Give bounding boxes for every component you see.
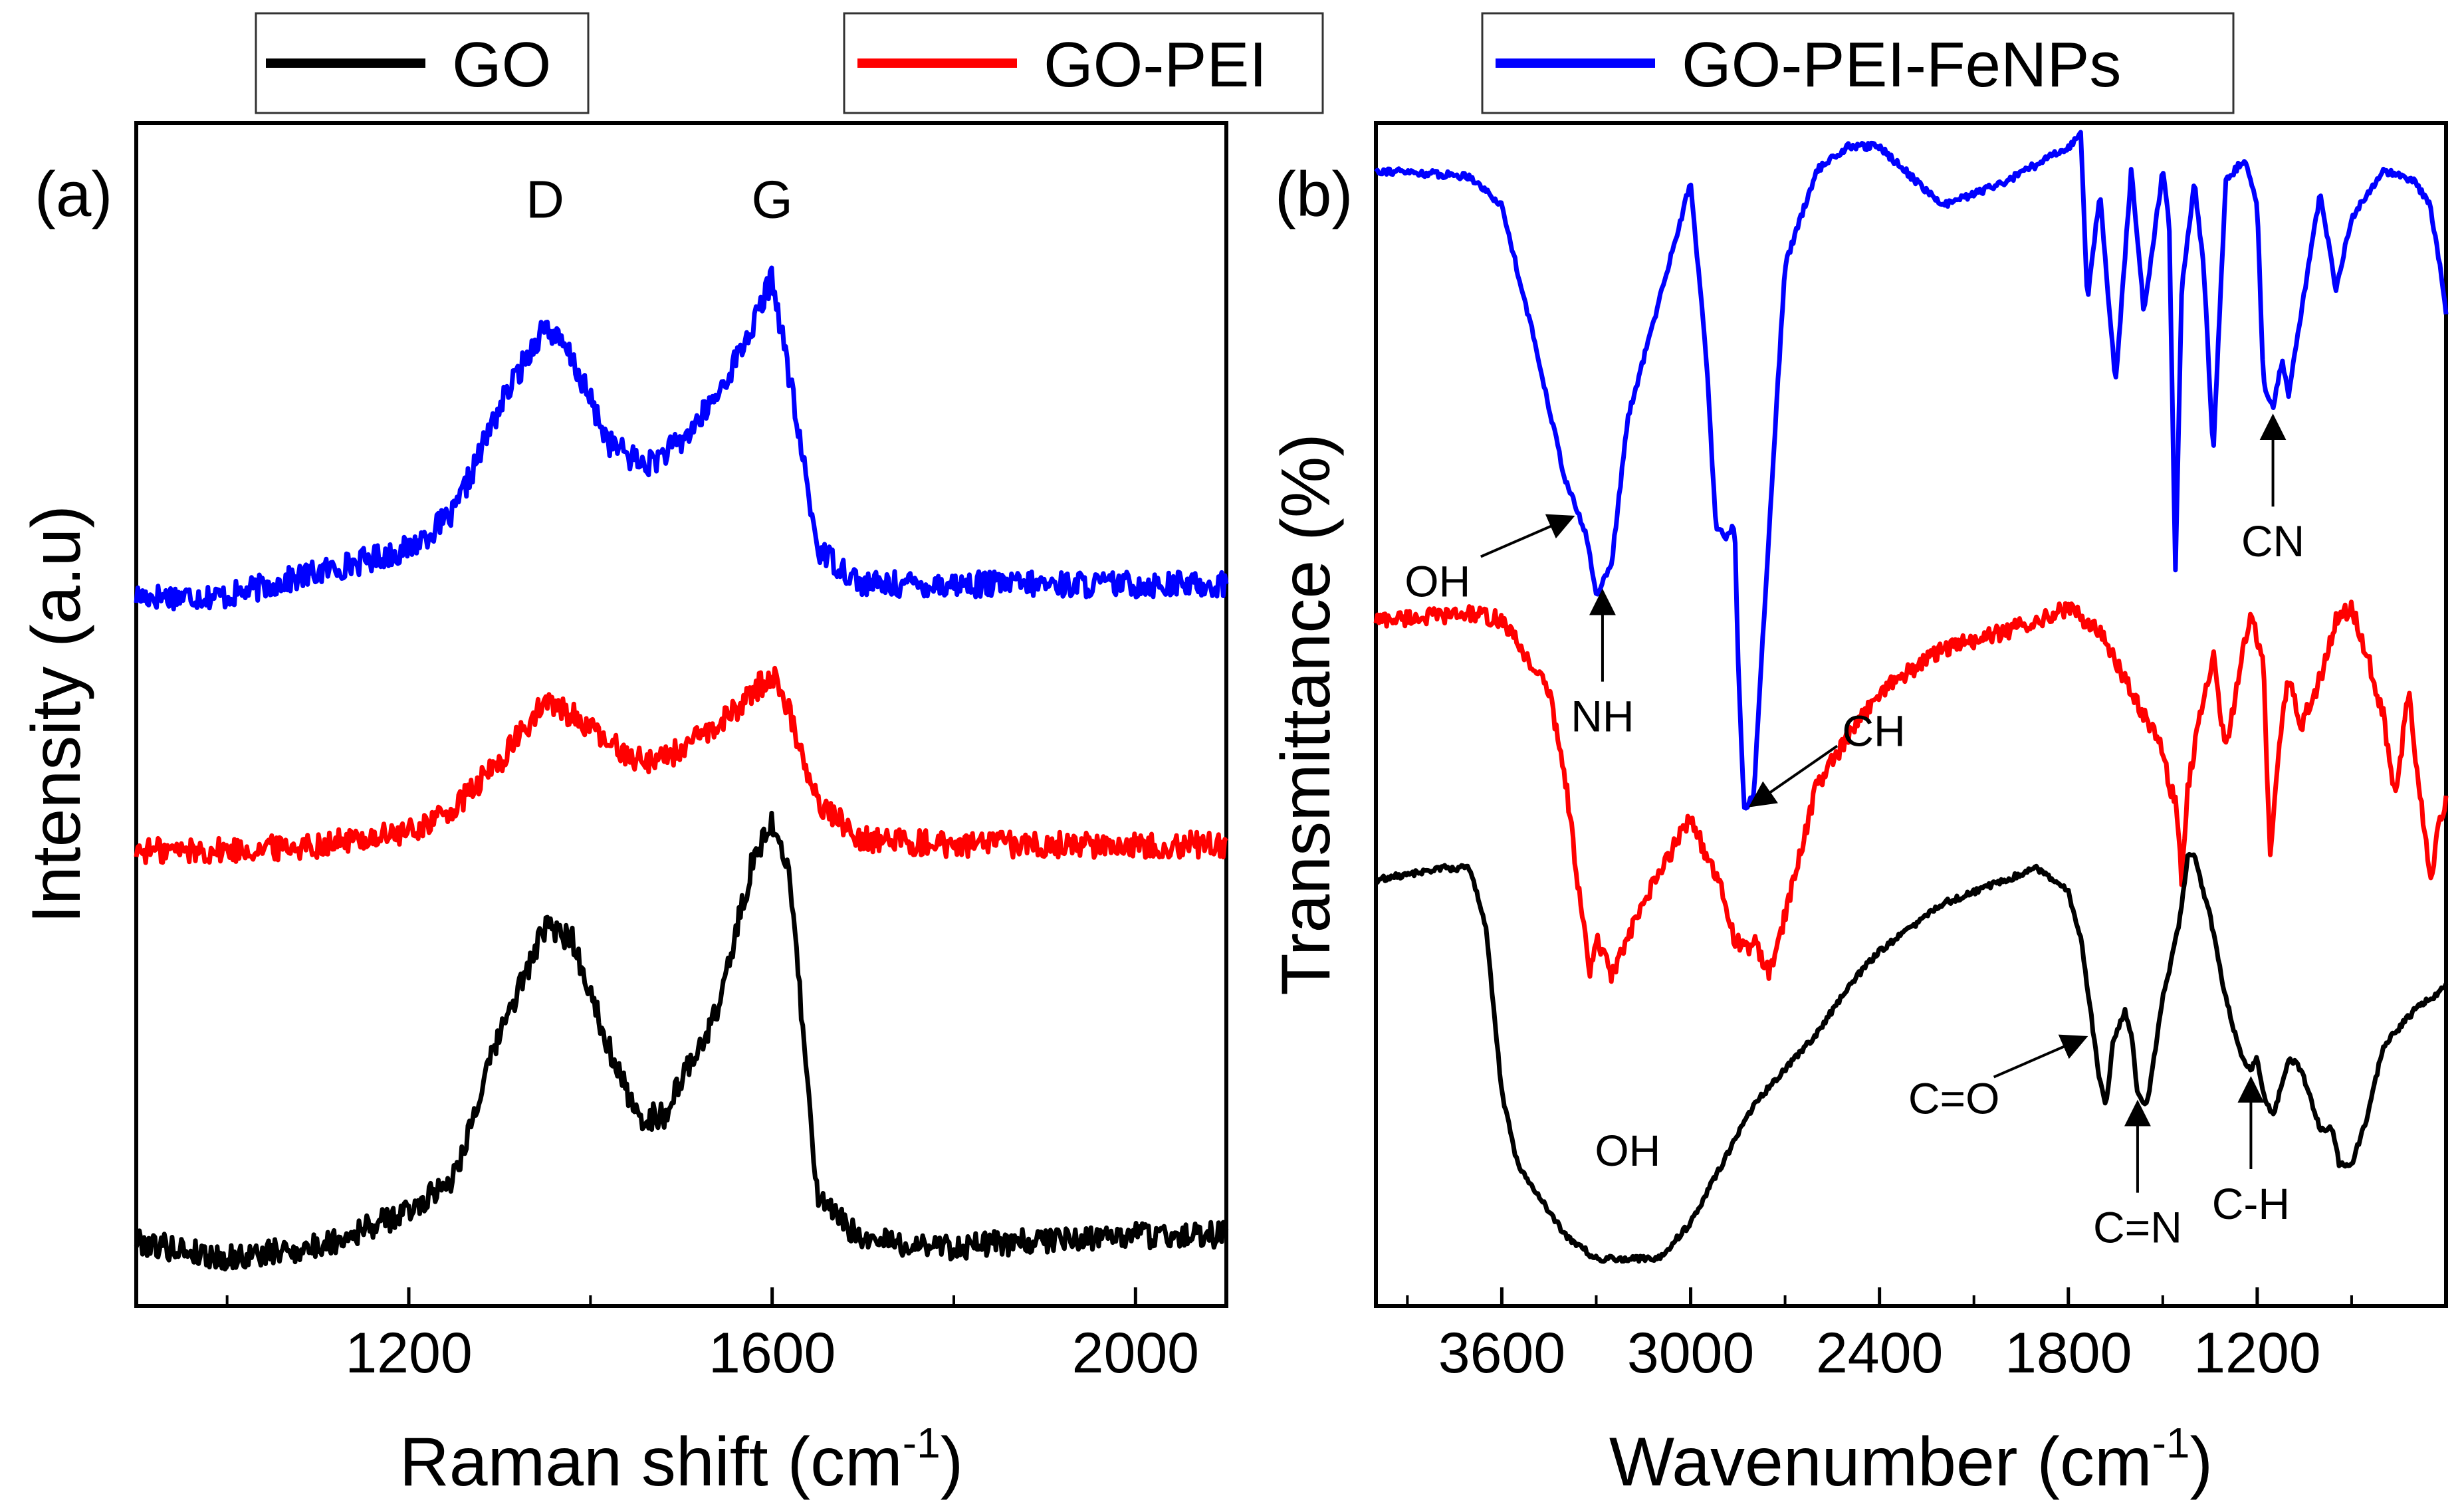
panel-b-annotations: OH NH CH CN OH C=O C=N C-H — [1404, 413, 2304, 1252]
legend-item-go-pei-fenps: GO-PEI-FeNPs — [1481, 12, 2235, 114]
panel-b-annotation-c-n-6: C=N — [2093, 1099, 2182, 1252]
annotation-label: OH — [1404, 557, 1470, 606]
annotation-label: CN — [2241, 516, 2304, 566]
panel-a-peak-d: D — [526, 169, 564, 229]
annotation-label: C=N — [2093, 1203, 2182, 1252]
panel-b-annotation-cn-3: CN — [2241, 413, 2304, 566]
panel-a-xtick-label-1200: 1200 — [345, 1321, 472, 1385]
panel-b-annotation-nh-1: NH — [1571, 588, 1634, 741]
legend-item-go-pei: GO-PEI — [843, 12, 1324, 114]
annotation-arrow — [1748, 744, 1839, 808]
annotation-label: OH — [1595, 1126, 1660, 1175]
legend-label-go-pei-fenps: GO-PEI-FeNPs — [1682, 29, 2121, 100]
panel-b-frame — [1374, 121, 2448, 1308]
panel-a-xtick-label-1600: 1600 — [709, 1321, 836, 1385]
panel-b-line-go-pei-fenps — [1374, 130, 2449, 811]
legend-item-go: GO — [255, 12, 590, 114]
annotation-arrow — [1480, 514, 1575, 558]
panel-b-xtick-label-1800: 1800 — [2005, 1321, 2132, 1385]
panel-a-line-go — [134, 810, 1229, 1272]
annotation-label: C=O — [1908, 1074, 2000, 1123]
panel-b-y-axis-title: Transmittance (%) — [1268, 433, 1345, 996]
panel-a-line-go-pei-fenps — [134, 265, 1229, 611]
panel-a-peak-g: G — [752, 169, 793, 229]
annotation-label: CH — [1842, 706, 1905, 755]
panel-a-line-go-pei — [134, 665, 1228, 865]
panel-b-annotation-ch-2: CH — [1748, 706, 1906, 808]
panel-b-annotation-c-o-5: C=O — [1908, 1034, 2088, 1123]
panel-b-series — [1373, 130, 2449, 1264]
annotation-label: NH — [1571, 692, 1634, 741]
panel-b-xtick-label-3600: 3600 — [1438, 1321, 1565, 1385]
legend-label-go: GO — [452, 29, 551, 100]
panel-a-xtick-label-2000: 2000 — [1072, 1321, 1199, 1385]
panel-a-frame — [134, 121, 1228, 1308]
panel-a-label: (a) — [35, 159, 112, 230]
panel-a-y-axis-title: Intensity (a.u) — [18, 505, 95, 924]
panel-a-series — [134, 265, 1229, 1272]
panel-b-line-go — [1374, 851, 2449, 1264]
panel-a-x-ticks: 1200 1600 2000 — [225, 1287, 1199, 1385]
panel-b-xtick-label-2400: 2400 — [1816, 1321, 1943, 1385]
legend: GO GO-PEI GO-PEI-FeNPs — [255, 12, 2235, 114]
panel-b-xtick-label-3000: 3000 — [1627, 1321, 1754, 1385]
panel-b-xtick-label-1200: 1200 — [2193, 1321, 2320, 1385]
panel-b-annotation-c-h-7: C-H — [2212, 1076, 2290, 1228]
annotation-label: C-H — [2212, 1179, 2290, 1228]
panel-b: (b) 3600 3000 2400 1800 1200 OH NH CH CN OH C=O C=… — [1268, 121, 2449, 1501]
panel-b-annotation-oh-0: OH — [1404, 514, 1575, 606]
panel-b-x-axis-title: Wavenumber (cm-1) — [1609, 1419, 2213, 1501]
legend-label-go-pei: GO-PEI — [1044, 29, 1267, 100]
annotation-arrow — [1993, 1034, 2088, 1079]
panel-b-annotation-oh-4: OH — [1595, 1126, 1660, 1175]
panel-a-x-axis-title: Raman shift (cm-1) — [399, 1419, 964, 1501]
panel-b-line-go-pei — [1373, 599, 2449, 984]
panel-b-x-ticks: 3600 3000 2400 1800 1200 — [1406, 1287, 2353, 1385]
panel-b-label: (b) — [1275, 159, 1353, 230]
